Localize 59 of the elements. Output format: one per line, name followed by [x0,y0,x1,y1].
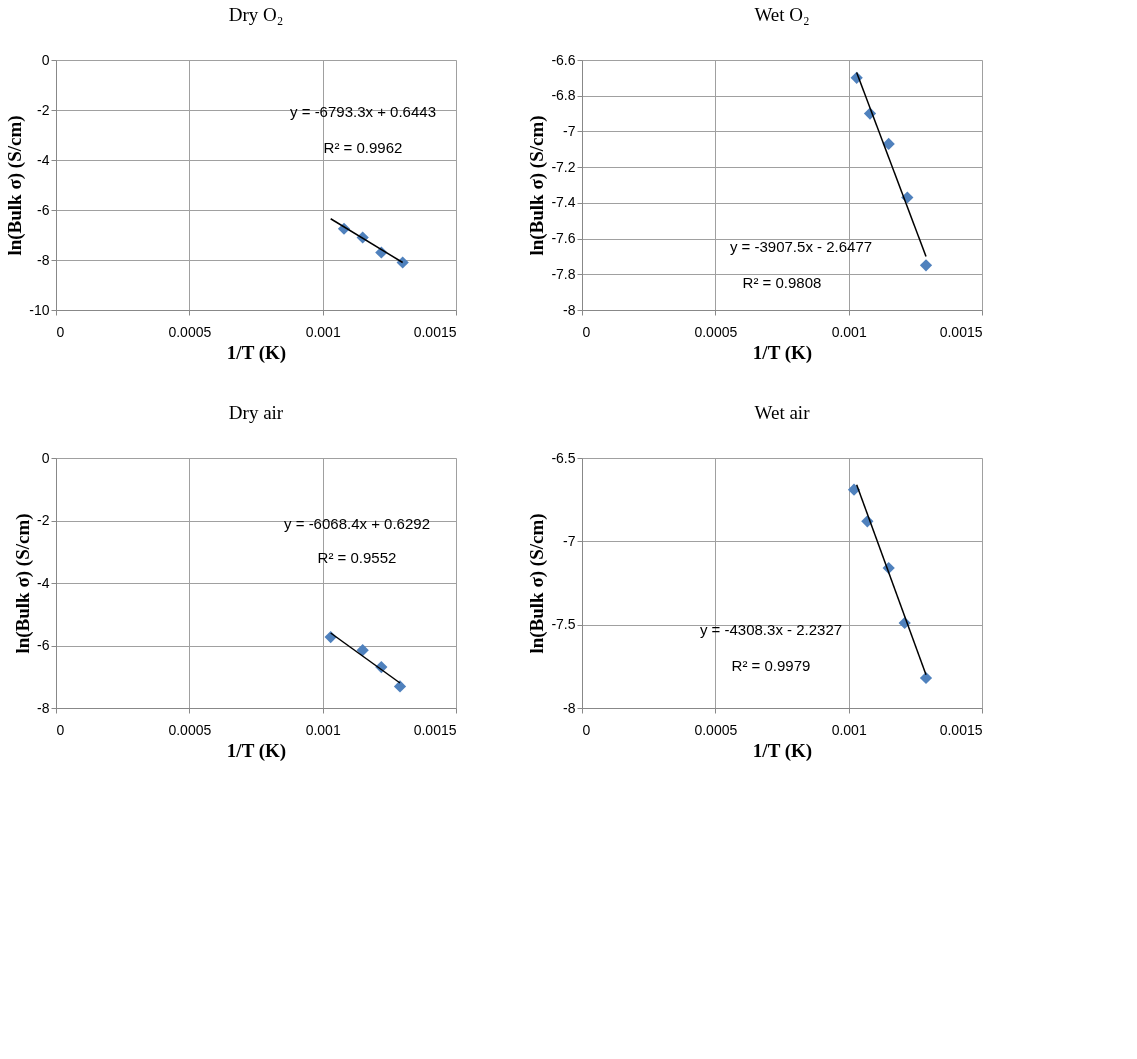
y-tick-label: -7.4 [551,194,576,211]
y-tick-label: -7.6 [551,230,576,247]
x-tick-label: 0 [56,323,65,340]
x-tick-label: 0.0005 [168,721,212,738]
y-tick-label: -6 [37,637,50,653]
x-tick-label: 0.001 [305,721,341,738]
x-tick-label: 0.001 [831,323,867,340]
y-tick-label: -8 [37,251,50,268]
x-axis-title: 1/T (K) [752,341,813,364]
y-tick-label: -8 [563,699,576,716]
y-tick-label: -4 [37,574,50,591]
y-tick-label: -6.5 [551,449,576,466]
annotation: R² = 0.9552 [317,549,397,566]
x-axis-title: 1/T (K) [752,739,813,762]
x-tick-label: 0.0005 [694,721,738,738]
y-tick-label: -7.8 [551,265,576,282]
x-tick-label: 0.0015 [413,721,457,738]
y-tick-label: -2 [37,512,50,528]
x-tick-label: 0.0015 [413,323,457,340]
y-tick-label: 0 [41,51,50,68]
annotation: y = -4308.3x - 2.2327 [699,621,843,638]
x-tick-label: 0 [582,323,591,340]
chart-title: Wet air [754,402,811,423]
y-axis-title: ln(Bulk σ) (S/cm) [12,513,35,654]
y-axis-title: ln(Bulk σ) (S/cm) [526,513,549,654]
annotation: R² = 0.9962 [323,139,403,156]
chart-title: Wet O₂ [754,4,810,25]
x-axis-title: 1/T (K) [226,341,287,364]
x-tick-label: 0.0015 [939,323,983,340]
chart-title: Dry O₂ [228,4,284,25]
x-tick-label: 0.0015 [939,721,983,738]
annotation: R² = 0.9979 [731,657,811,674]
y-tick-label: -8 [563,301,576,318]
y-tick-label: -8 [37,699,50,716]
y-tick-label: -2 [37,101,50,118]
x-tick-label: 0.0005 [168,323,212,340]
y-axis-title: ln(Bulk σ) (S/cm) [4,115,27,256]
y-tick-label: -6.6 [551,51,576,68]
y-tick-label: -7 [563,122,576,139]
y-tick-label: -10 [29,301,50,318]
annotation: R² = 0.9808 [742,274,822,291]
y-tick-label: -6.8 [551,87,576,104]
y-tick-label: -4 [37,151,50,168]
y-tick-label: -7 [563,532,576,549]
y-tick-label: -7.5 [551,616,576,633]
y-axis-title: ln(Bulk σ) (S/cm) [526,115,549,256]
x-axis-title: 1/T (K) [226,739,287,762]
annotation: y = -6068.4x + 0.6292 [284,515,430,532]
x-tick-label: 0 [582,721,591,738]
x-tick-label: 0.0005 [694,323,738,340]
x-tick-label: 0 [56,721,65,738]
x-tick-label: 0.001 [831,721,867,738]
y-tick-label: -6 [37,201,50,218]
y-tick-label: -7.2 [551,158,576,175]
annotation: y = -3907.5x - 2.6477 [729,238,873,255]
annotation: y = -6793.3x + 0.6443 [290,103,436,120]
chart-title: Dry air [228,402,284,423]
y-tick-label: 0 [41,449,50,466]
x-tick-label: 0.001 [305,323,341,340]
